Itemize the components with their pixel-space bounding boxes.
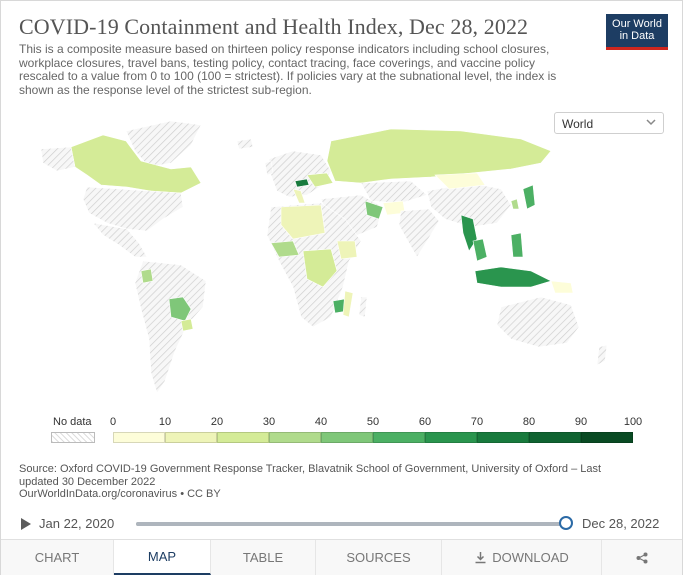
map-iceland[interactable]: [236, 138, 254, 150]
timeline[interactable]: Jan 22, 2020 Dec 28, 2022: [1, 509, 683, 539]
legend-bin[interactable]: [529, 432, 581, 443]
tab-map-label: MAP: [147, 549, 177, 564]
map-ukraine[interactable]: [306, 172, 334, 188]
legend-tick-label: 60: [418, 416, 432, 428]
legend-tick-label: 40: [314, 416, 328, 428]
color-legend: No data 0 10 20 30 40 50 60 70 80 90 100: [1, 413, 683, 447]
map-australia[interactable]: [496, 296, 580, 348]
page-title: COVID-19 Containment and Health Index, D…: [19, 14, 529, 39]
timeline-slider[interactable]: [136, 516, 573, 530]
tab-share[interactable]: [602, 540, 682, 575]
play-icon[interactable]: [21, 518, 31, 530]
chevron-down-icon: [646, 119, 656, 126]
world-map[interactable]: [31, 111, 651, 403]
legend-tick-label: 30: [262, 416, 276, 428]
owid-logo[interactable]: Our World in Data: [606, 14, 668, 50]
map-japan[interactable]: [522, 184, 536, 210]
map-austria[interactable]: [294, 178, 310, 188]
map-central-africa[interactable]: [302, 248, 338, 288]
map-paraguay[interactable]: [180, 318, 194, 332]
tab-table-label: TABLE: [242, 550, 284, 565]
timeline-fill: [136, 522, 566, 526]
download-icon: [475, 552, 486, 564]
legend-tick-label: 90: [574, 416, 588, 428]
logo-line-2: in Data: [619, 30, 655, 42]
map-alaska[interactable]: [40, 146, 76, 172]
region-select-value: World: [562, 117, 594, 131]
tab-chart[interactable]: CHART: [1, 540, 114, 575]
tab-sources-label: SOURCES: [346, 550, 411, 565]
legend-bin[interactable]: [165, 432, 217, 443]
logo-accent-bar: [606, 47, 668, 50]
legend-bin[interactable]: [321, 432, 373, 443]
legend-bin[interactable]: [373, 432, 425, 443]
legend-bin[interactable]: [113, 432, 165, 443]
map-russia[interactable]: [326, 128, 552, 184]
map-uk[interactable]: [264, 160, 274, 176]
legend-tick-label: 80: [522, 416, 536, 428]
map-usa[interactable]: [82, 186, 184, 232]
share-icon: [636, 552, 648, 563]
map-algeria-libya[interactable]: [280, 204, 326, 240]
map-india[interactable]: [398, 208, 440, 258]
map-italy[interactable]: [292, 188, 306, 204]
timeline-handle[interactable]: [559, 516, 573, 530]
timeline-end-label: Dec 28, 2022: [582, 516, 660, 531]
map-papua-new-guinea[interactable]: [550, 280, 574, 294]
map-thailand[interactable]: [472, 238, 488, 262]
legend-bin[interactable]: [269, 432, 321, 443]
legend-no-data-swatch: [51, 432, 95, 443]
tab-chart-label: CHART: [34, 550, 80, 565]
map-greenland[interactable]: [125, 120, 202, 168]
legend-tick-label: 0: [109, 416, 117, 428]
legend-no-data-label: No data: [53, 416, 92, 428]
legend-bin[interactable]: [217, 432, 269, 443]
legend-tick-label: 50: [366, 416, 380, 428]
source-line-1: Source: Oxford COVID-19 Government Respo…: [19, 463, 602, 488]
map-canada[interactable]: [70, 134, 202, 194]
map-mongolia[interactable]: [434, 172, 486, 190]
map-west-africa[interactable]: [270, 240, 300, 258]
region-select[interactable]: World: [554, 112, 664, 134]
map-philippines[interactable]: [510, 232, 524, 258]
chart-subtitle: This is a composite measure based on thi…: [19, 42, 557, 97]
tab-download[interactable]: DOWNLOAD: [442, 540, 602, 575]
map-bolivia[interactable]: [168, 296, 192, 322]
source-line-2[interactable]: OurWorldInData.org/coronavirus • CC BY: [19, 488, 221, 500]
legend-tick-label: 10: [158, 416, 172, 428]
legend-tick-label: 20: [210, 416, 224, 428]
map-mexico[interactable]: [92, 222, 148, 258]
tab-table[interactable]: TABLE: [211, 540, 316, 575]
timeline-start-label: Jan 22, 2020: [39, 516, 115, 531]
map-iran[interactable]: [364, 200, 384, 220]
map-indonesia[interactable]: [474, 266, 552, 288]
map-new-zealand[interactable]: [596, 344, 608, 366]
map-south-america[interactable]: [134, 260, 207, 394]
legend-tick-label: 100: [623, 416, 643, 428]
map-madagascar[interactable]: [358, 296, 368, 318]
map-ecuador[interactable]: [140, 268, 154, 284]
legend-bin[interactable]: [477, 432, 529, 443]
tab-bar: CHART MAP TABLE SOURCES DOWNLOAD: [1, 539, 682, 575]
legend-tick-label: 70: [470, 416, 484, 428]
legend-bin[interactable]: [581, 432, 633, 443]
map-ethiopia[interactable]: [336, 240, 358, 260]
source-note: Source: Oxford COVID-19 Government Respo…: [19, 463, 619, 501]
tab-sources[interactable]: SOURCES: [316, 540, 442, 575]
map-mozambique[interactable]: [342, 290, 354, 318]
map-kazakhstan[interactable]: [360, 180, 428, 204]
logo-line-1: Our World: [612, 18, 662, 30]
map-south-korea[interactable]: [510, 198, 520, 210]
tab-download-label: DOWNLOAD: [492, 550, 569, 565]
tab-map[interactable]: MAP: [114, 540, 211, 575]
legend-bin[interactable]: [425, 432, 477, 443]
